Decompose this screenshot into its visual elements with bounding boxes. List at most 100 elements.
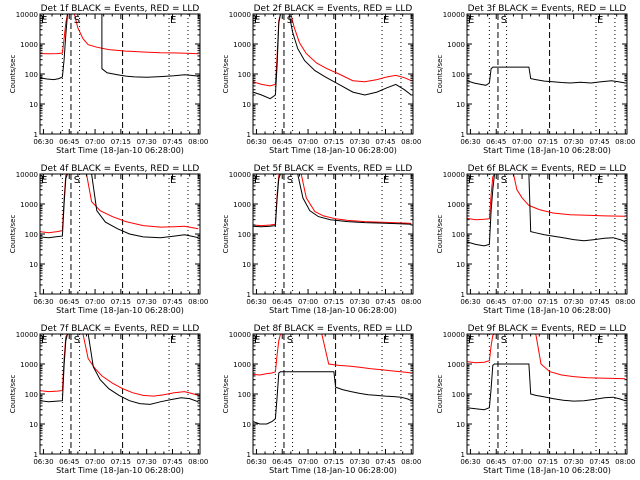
series-lld-line	[467, 334, 626, 380]
y-tick-label: 10	[456, 261, 465, 269]
y-tick-label: 10000	[16, 171, 38, 179]
y-tick-label: 10	[29, 101, 38, 109]
y-tick-label: 10	[242, 421, 251, 429]
panel-title: Det 3f BLACK = Events, RED = LLD	[468, 4, 627, 14]
y-tick-label: 1	[34, 291, 38, 299]
y-axis-label: Counts/sec	[9, 375, 17, 414]
x-tick-label: 07:00	[298, 458, 318, 466]
y-tick-label: 1	[461, 291, 465, 299]
y-tick-label: 100	[238, 391, 251, 399]
x-tick-label: 07:30	[350, 458, 370, 466]
panel-title: Det 8f BLACK = Events, RED = LLD	[254, 324, 413, 334]
series-lld-line	[40, 14, 199, 55]
x-tick-label: 06:30	[33, 458, 53, 466]
panel-title: Det 4f BLACK = Events, RED = LLD	[41, 164, 200, 174]
x-tick-label: 06:30	[460, 138, 480, 146]
y-tick-label: 10000	[16, 11, 38, 19]
x-tick-label: 06:45	[272, 298, 292, 306]
y-tick-label: 100	[238, 231, 251, 239]
y-tick-label: 1000	[233, 41, 251, 49]
y-axis-label: Counts/sec	[436, 55, 444, 94]
y-tick-label: 10000	[443, 171, 465, 179]
y-axis-label: Counts/sec	[436, 375, 444, 414]
y-tick-label: 100	[452, 391, 465, 399]
y-tick-label: 1	[34, 131, 38, 139]
x-tick-label: 07:15	[111, 458, 131, 466]
x-tick-label: 07:45	[589, 458, 609, 466]
series-lld-line	[253, 334, 412, 376]
plot-area	[467, 14, 626, 134]
y-tick-label: 10000	[443, 11, 465, 19]
y-tick-label: 100	[452, 231, 465, 239]
x-tick-label: 07:00	[512, 298, 532, 306]
y-tick-label: 1	[247, 131, 251, 139]
y-tick-label: 1	[461, 451, 465, 459]
x-tick-label: 07:45	[589, 298, 609, 306]
y-tick-label: 1000	[447, 201, 465, 209]
event-marker-label: E	[383, 15, 389, 26]
y-tick-label: 1000	[233, 361, 251, 369]
x-tick-label: 07:00	[512, 138, 532, 146]
x-tick-label: 07:00	[85, 458, 105, 466]
x-axis-label: Start Time (18-Jan-10 06:28:00)	[483, 466, 611, 475]
x-axis-label: Start Time (18-Jan-10 06:28:00)	[483, 306, 611, 315]
x-tick-label: 07:30	[350, 298, 370, 306]
x-tick-label: 07:30	[137, 458, 157, 466]
x-tick-label: 08:00	[188, 458, 208, 466]
y-tick-label: 100	[25, 391, 38, 399]
panel-title: Det 1f BLACK = Events, RED = LLD	[41, 4, 200, 14]
event-marker-label: E	[170, 175, 176, 186]
x-tick-label: 07:30	[350, 138, 370, 146]
y-tick-label: 10	[242, 261, 251, 269]
y-tick-label: 10000	[229, 331, 251, 339]
x-tick-label: 07:00	[85, 138, 105, 146]
series-events-line	[253, 371, 412, 425]
event-marker-label: E	[468, 15, 474, 26]
x-tick-label: 07:00	[298, 138, 318, 146]
x-tick-label: 07:30	[564, 138, 584, 146]
y-tick-label: 100	[25, 231, 38, 239]
x-tick-label: 07:15	[538, 458, 558, 466]
y-tick-label: 10	[29, 421, 38, 429]
x-axis-label: Start Time (18-Jan-10 06:28:00)	[269, 306, 397, 315]
plot-area	[253, 14, 412, 134]
y-tick-label: 1	[247, 451, 251, 459]
event-marker-label: E	[254, 175, 260, 186]
panel-title: Det 2f BLACK = Events, RED = LLD	[254, 4, 413, 14]
event-marker-label: E	[41, 175, 47, 186]
y-tick-label: 1000	[20, 41, 38, 49]
series-events-line	[253, 174, 412, 228]
event-marker-label: E	[170, 15, 176, 26]
x-tick-label: 07:15	[324, 138, 344, 146]
x-tick-label: 07:15	[538, 298, 558, 306]
x-tick-label: 07:15	[324, 458, 344, 466]
series-lld-line	[253, 174, 412, 227]
y-tick-label: 10	[456, 101, 465, 109]
y-tick-label: 100	[25, 71, 38, 79]
y-tick-label: 100	[452, 71, 465, 79]
series-lld-line	[467, 174, 626, 221]
y-tick-label: 1000	[447, 41, 465, 49]
event-marker-label: S	[501, 335, 507, 346]
x-tick-label: 06:30	[33, 138, 53, 146]
y-tick-label: 1	[461, 131, 465, 139]
event-marker-label: E	[383, 335, 389, 346]
x-tick-label: 06:30	[246, 298, 266, 306]
x-tick-label: 08:00	[615, 298, 635, 306]
panel-title: Det 7f BLACK = Events, RED = LLD	[41, 324, 200, 334]
x-tick-label: 06:30	[460, 298, 480, 306]
y-axis-label: Counts/sec	[436, 215, 444, 254]
plot-area	[253, 334, 412, 454]
x-tick-label: 08:00	[401, 298, 421, 306]
plot-area	[40, 334, 199, 454]
x-tick-label: 07:45	[375, 138, 395, 146]
plot-area	[467, 334, 626, 454]
event-marker-label: S	[287, 15, 293, 26]
event-marker-label: S	[287, 175, 293, 186]
